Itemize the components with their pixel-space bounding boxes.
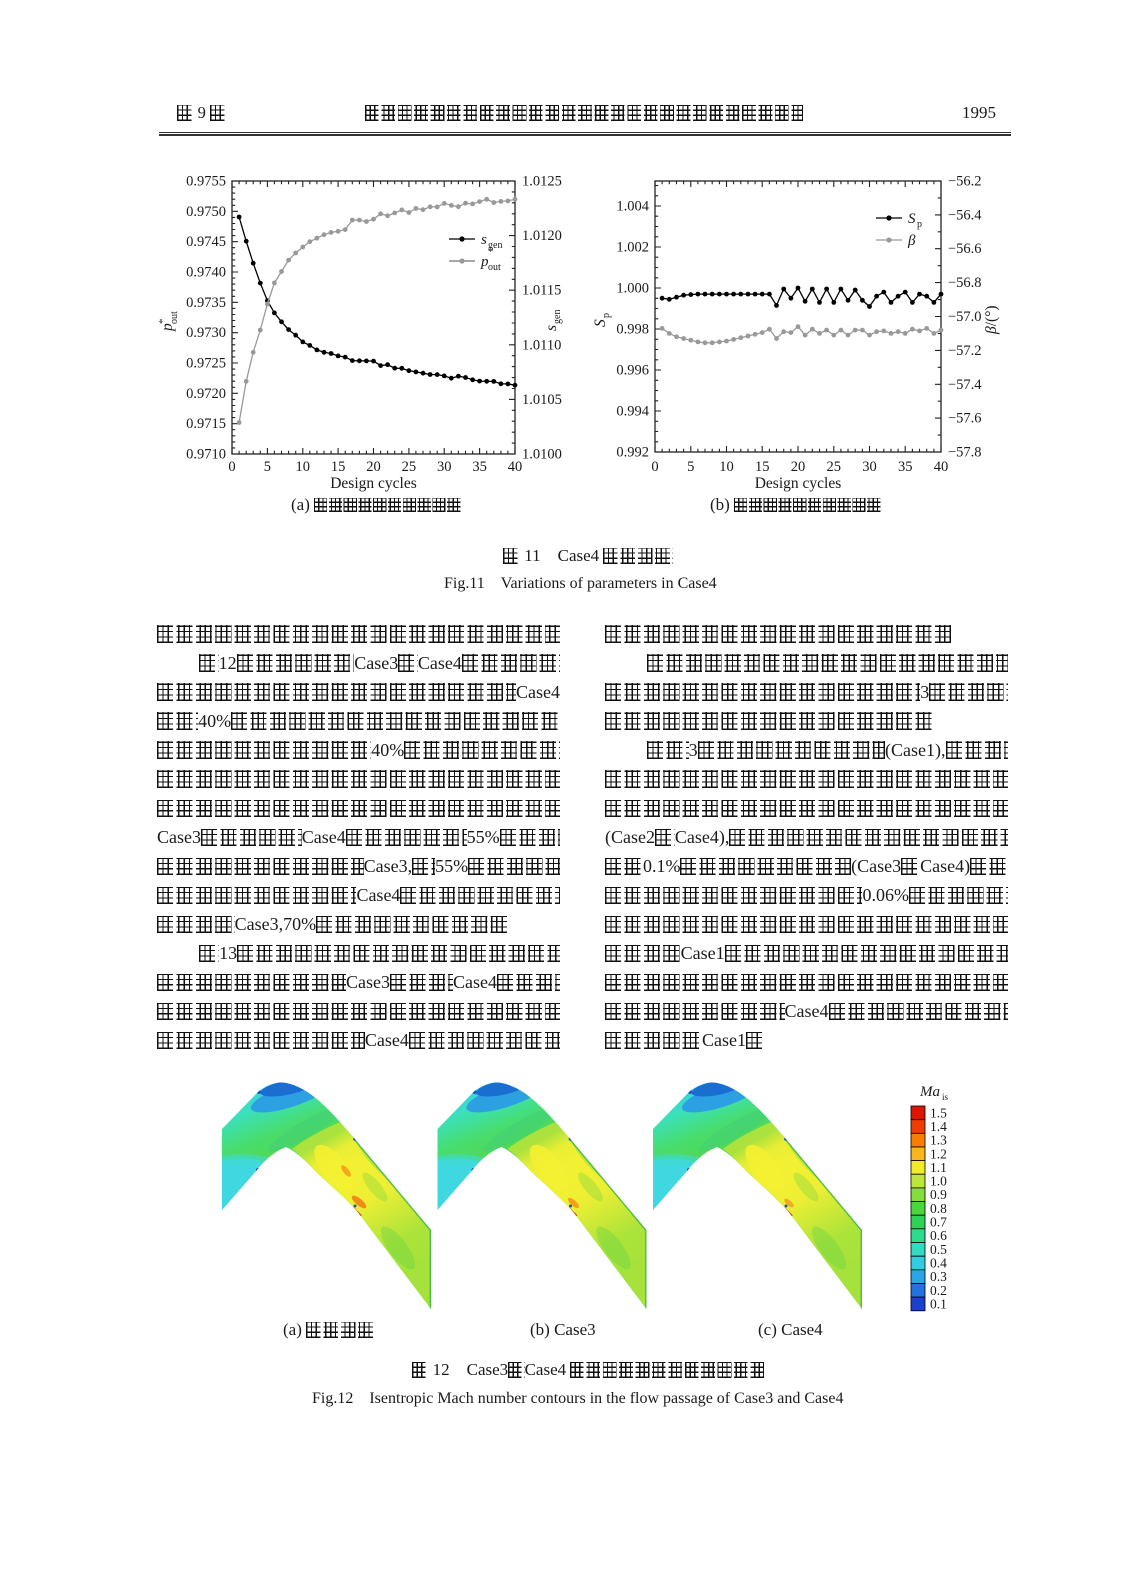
svg-text:p: p — [917, 219, 922, 230]
svg-text:0.9745: 0.9745 — [186, 234, 226, 250]
svg-text:0.9735: 0.9735 — [186, 295, 226, 311]
svg-text:0.9725: 0.9725 — [186, 356, 226, 372]
svg-text:15: 15 — [755, 459, 770, 475]
svg-text:5: 5 — [687, 459, 694, 475]
svg-text:1.0125: 1.0125 — [522, 174, 562, 190]
svg-text:−56.2: −56.2 — [948, 174, 982, 190]
svg-text:1.0100: 1.0100 — [522, 447, 562, 463]
svg-text:0.5: 0.5 — [930, 1242, 947, 1257]
svg-text:0.6: 0.6 — [930, 1228, 947, 1243]
svg-text:Design cycles: Design cycles — [330, 475, 417, 492]
svg-text:0.9: 0.9 — [930, 1187, 947, 1202]
svg-text:0.9740: 0.9740 — [186, 265, 226, 281]
svg-text:0.998: 0.998 — [616, 322, 649, 338]
svg-text:out: out — [169, 311, 180, 324]
svg-text:p: p — [601, 313, 612, 318]
svg-text:−56.6: −56.6 — [948, 241, 982, 257]
svg-text:20: 20 — [791, 459, 806, 475]
svg-text:40: 40 — [934, 459, 949, 475]
svg-text:0: 0 — [651, 459, 658, 475]
svg-text:20: 20 — [366, 459, 381, 475]
svg-text:1.0: 1.0 — [930, 1174, 947, 1189]
svg-text:0.9750: 0.9750 — [186, 204, 226, 220]
svg-text:−56.4: −56.4 — [948, 207, 982, 223]
svg-text:0.9755: 0.9755 — [186, 174, 226, 190]
svg-text:35: 35 — [898, 459, 913, 475]
svg-text:gen: gen — [552, 310, 563, 324]
svg-text:−57.6: −57.6 — [948, 411, 982, 427]
svg-text:0.994: 0.994 — [616, 404, 649, 420]
svg-text:1.2: 1.2 — [930, 1146, 947, 1161]
svg-text:0.992: 0.992 — [616, 445, 649, 461]
svg-text:5: 5 — [264, 459, 271, 475]
svg-text:−57.8: −57.8 — [948, 445, 982, 461]
svg-text:is: is — [942, 1092, 949, 1102]
svg-text:s: s — [481, 232, 487, 248]
svg-text:−57.2: −57.2 — [948, 343, 982, 359]
svg-text:−57.0: −57.0 — [948, 309, 982, 325]
svg-text:25: 25 — [827, 459, 842, 475]
svg-text:0: 0 — [228, 459, 235, 475]
svg-text:0.1: 0.1 — [930, 1296, 947, 1311]
svg-text:0.8: 0.8 — [930, 1201, 947, 1216]
svg-text:10: 10 — [296, 459, 311, 475]
svg-text:s: s — [543, 325, 560, 331]
svg-text:β/(°): β/(°) — [983, 305, 1000, 335]
svg-text:1.3: 1.3 — [930, 1133, 947, 1148]
svg-text:Design cycles: Design cycles — [755, 475, 842, 492]
svg-text:p: p — [159, 323, 176, 332]
svg-text:15: 15 — [331, 459, 346, 475]
svg-text:0.9720: 0.9720 — [186, 386, 226, 402]
svg-text:−57.4: −57.4 — [948, 377, 982, 393]
svg-text:1.004: 1.004 — [616, 199, 649, 215]
svg-text:25: 25 — [402, 459, 417, 475]
svg-text:1.0110: 1.0110 — [522, 337, 561, 353]
svg-text:S: S — [908, 211, 916, 227]
svg-text:0.3: 0.3 — [930, 1269, 947, 1284]
svg-text:β: β — [907, 233, 916, 249]
svg-text:S: S — [592, 319, 609, 327]
svg-text:gen: gen — [488, 240, 502, 251]
svg-text:0.9710: 0.9710 — [186, 447, 226, 463]
svg-text:p: p — [480, 254, 489, 270]
svg-text:30: 30 — [862, 459, 877, 475]
svg-text:*: * — [488, 246, 494, 258]
svg-text:35: 35 — [472, 459, 487, 475]
svg-text:*: * — [157, 319, 169, 325]
svg-text:1.0115: 1.0115 — [522, 283, 561, 299]
svg-text:0.9715: 0.9715 — [186, 416, 226, 432]
svg-text:1.000: 1.000 — [616, 281, 649, 297]
svg-text:1.5: 1.5 — [930, 1105, 947, 1120]
svg-text:0.996: 0.996 — [616, 363, 649, 379]
svg-text:Ma: Ma — [919, 1084, 940, 1100]
svg-text:−56.8: −56.8 — [948, 275, 982, 291]
svg-text:0.9730: 0.9730 — [186, 325, 226, 341]
svg-text:out: out — [488, 262, 501, 273]
svg-text:1.002: 1.002 — [616, 240, 649, 256]
svg-text:1.0120: 1.0120 — [522, 228, 562, 244]
svg-text:0.4: 0.4 — [930, 1256, 947, 1271]
svg-text:0.2: 0.2 — [930, 1283, 947, 1298]
svg-text:10: 10 — [719, 459, 734, 475]
svg-text:1.4: 1.4 — [930, 1119, 947, 1134]
svg-text:1.1: 1.1 — [930, 1160, 947, 1175]
svg-text:40: 40 — [508, 459, 523, 475]
svg-text:30: 30 — [437, 459, 452, 475]
svg-text:0.7: 0.7 — [930, 1215, 947, 1230]
svg-text:1.0105: 1.0105 — [522, 392, 562, 408]
